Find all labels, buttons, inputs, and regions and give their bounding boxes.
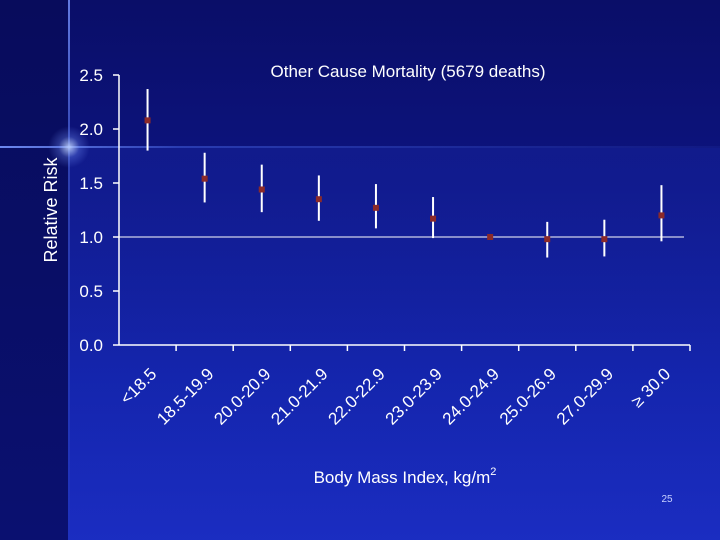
data-point [315,196,322,203]
x-tick-label: <18.5 [117,364,161,408]
background-left-band [0,0,68,540]
data-point [658,212,665,219]
data-point [430,215,437,222]
decorative-vertical-line [68,0,70,540]
x-axis-label-text: Body Mass Index, kg/m [314,468,491,487]
chart-title: Other Cause Mortality (5679 deaths) [271,62,546,81]
data-point [601,236,608,243]
y-tick-label: 0.5 [79,282,103,301]
x-tick-label: 21.0-21.9 [267,364,331,428]
x-tick-label: ≥ 30.0 [628,364,675,411]
x-tick-label: 20.0-20.9 [210,364,274,428]
y-tick-label: 1.5 [79,174,103,193]
x-tick-label: 25.0-26.9 [496,364,560,428]
data-point [201,175,208,182]
data-point [544,236,551,243]
y-tick-label: 0.0 [79,336,103,355]
page-number: 25 [661,494,673,505]
x-tick-label: 27.0-29.9 [553,364,617,428]
y-tick-label: 2.0 [79,120,103,139]
data-point [258,186,265,193]
data-point [144,117,151,124]
x-tick-label: 22.0-22.9 [325,364,389,428]
x-axis-label-superscript: 2 [490,466,496,478]
decorative-glow [48,126,90,168]
x-axis-label: Body Mass Index, kg/m2 [314,466,497,487]
background-lower-panel [70,148,720,540]
decorative-horizontal-line [0,146,720,148]
data-point [487,234,494,240]
y-tick-label: 1.0 [79,228,103,247]
y-tick-label: 2.5 [79,66,103,85]
x-tick-label: 24.0-24.9 [439,364,503,428]
y-axis-label: Relative Risk [41,156,61,262]
x-tick-label: 23.0-23.9 [382,364,446,428]
x-tick-label: 18.5-19.9 [153,364,217,428]
plot-area: 0.0 0.5 1.0 1.5 2.0 2.5 <18.518.5-19.920.0-20.… [79,66,691,429]
data-point [372,204,379,211]
